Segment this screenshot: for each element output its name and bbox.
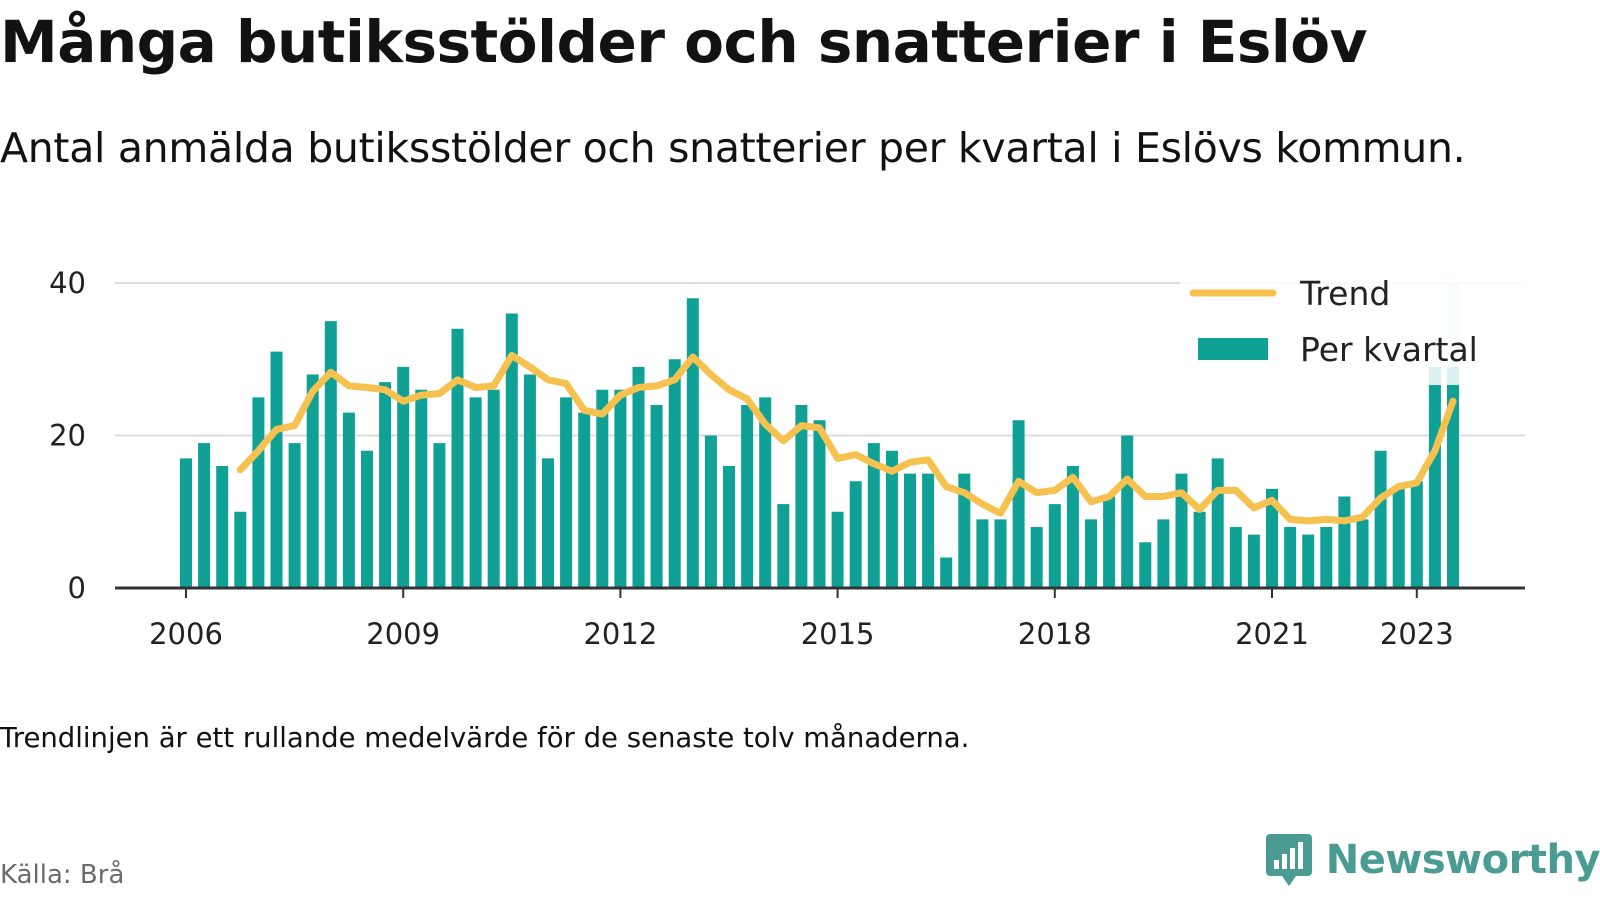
bar <box>1048 504 1061 588</box>
bar <box>867 443 880 588</box>
axes: 0 20 40 2006 2009 2012 2015 2018 2021 2023 <box>49 266 1525 651</box>
bar <box>216 466 229 588</box>
bar <box>578 412 591 588</box>
bar <box>686 298 699 588</box>
bar <box>976 519 989 588</box>
y-tick-label: 40 <box>49 266 86 300</box>
bar <box>542 458 554 588</box>
bar <box>1175 473 1188 588</box>
footnote: Trendlinjen är ett rullande medelvärde f… <box>0 722 970 754</box>
bar <box>523 374 536 588</box>
x-tick-label: 2006 <box>149 617 223 651</box>
bar <box>596 389 609 588</box>
bar <box>234 511 247 588</box>
x-tick-label: 2012 <box>583 617 657 651</box>
bar <box>324 321 337 588</box>
legend-label-per-kvartal: Per kvartal <box>1300 330 1478 369</box>
bar <box>759 397 772 588</box>
bar <box>1356 519 1369 588</box>
bar <box>813 420 826 588</box>
bar <box>288 443 301 588</box>
bar <box>795 405 808 588</box>
bar <box>1030 527 1043 588</box>
bar <box>741 405 754 588</box>
bar <box>831 511 844 588</box>
bar <box>1320 527 1333 588</box>
bar <box>632 366 645 588</box>
bar <box>1229 527 1242 588</box>
bar <box>1302 534 1315 588</box>
bar <box>958 473 971 588</box>
bar <box>560 397 573 588</box>
bar <box>885 450 898 588</box>
bar-latest-base <box>1447 366 1459 588</box>
y-tick-label: 20 <box>49 419 86 453</box>
bar <box>1284 527 1297 588</box>
bar <box>505 313 518 588</box>
chart-title: Många butiksstölder och snatterier i Esl… <box>0 8 1367 76</box>
bar <box>1121 435 1134 588</box>
bar <box>252 397 265 588</box>
bar <box>487 389 500 588</box>
bar <box>704 435 717 588</box>
bar <box>1066 466 1079 588</box>
legend-bar-swatch <box>1198 338 1268 360</box>
bar <box>723 466 735 588</box>
newsworthy-wordmark: Newsworthy <box>1325 837 1600 883</box>
bar <box>940 557 953 588</box>
legend: Trend Per kvartal <box>1180 267 1525 385</box>
bar-line-chart: 0 20 40 2006 2009 2012 2015 2018 2021 2023 Trend … <box>49 266 1525 651</box>
source-credit: Källa: Brå <box>0 860 125 890</box>
x-tick-label: 2021 <box>1235 617 1309 651</box>
bar <box>994 519 1007 588</box>
bar <box>1193 511 1206 588</box>
bar <box>1266 488 1278 588</box>
bar <box>306 374 319 588</box>
bar <box>1211 458 1224 588</box>
bar <box>198 443 211 588</box>
bar <box>451 328 464 588</box>
bar <box>361 450 373 588</box>
bar <box>614 389 627 588</box>
bar <box>904 473 916 588</box>
bar <box>1428 366 1441 588</box>
bar <box>1012 420 1025 588</box>
bar <box>1374 450 1387 588</box>
bar <box>270 351 283 588</box>
trend-line-layer <box>236 351 1457 525</box>
bar <box>415 389 428 588</box>
bar <box>1139 542 1152 588</box>
bar <box>777 504 790 588</box>
bar <box>1085 519 1097 588</box>
x-tick-label: 2009 <box>366 617 440 651</box>
bar <box>1338 496 1351 588</box>
legend-label-trend: Trend <box>1299 274 1390 313</box>
newsworthy-brand[interactable]: Newsworthy <box>1264 832 1600 888</box>
bar <box>849 481 862 588</box>
bar <box>469 397 482 588</box>
bar <box>1410 481 1423 588</box>
y-tick-label: 0 <box>68 571 86 605</box>
bar <box>180 458 192 588</box>
bar <box>433 443 446 588</box>
bar <box>922 473 935 588</box>
x-tick-label: 2018 <box>1018 617 1092 651</box>
bar <box>1157 519 1170 588</box>
bar <box>1392 488 1405 588</box>
x-tick-label: 2023 <box>1380 617 1454 651</box>
bar <box>342 412 355 588</box>
x-tick-label: 2015 <box>801 617 875 651</box>
legend-bg <box>1180 267 1525 385</box>
trend-line <box>236 351 1457 525</box>
bar <box>397 366 410 588</box>
chart-subtitle: Antal anmälda butiksstölder och snatteri… <box>0 124 1466 172</box>
bar <box>1103 496 1116 588</box>
bar <box>650 405 663 588</box>
bar <box>379 382 392 588</box>
bar <box>668 359 681 588</box>
bar <box>1247 534 1260 588</box>
newsworthy-logo-icon <box>1265 834 1312 886</box>
